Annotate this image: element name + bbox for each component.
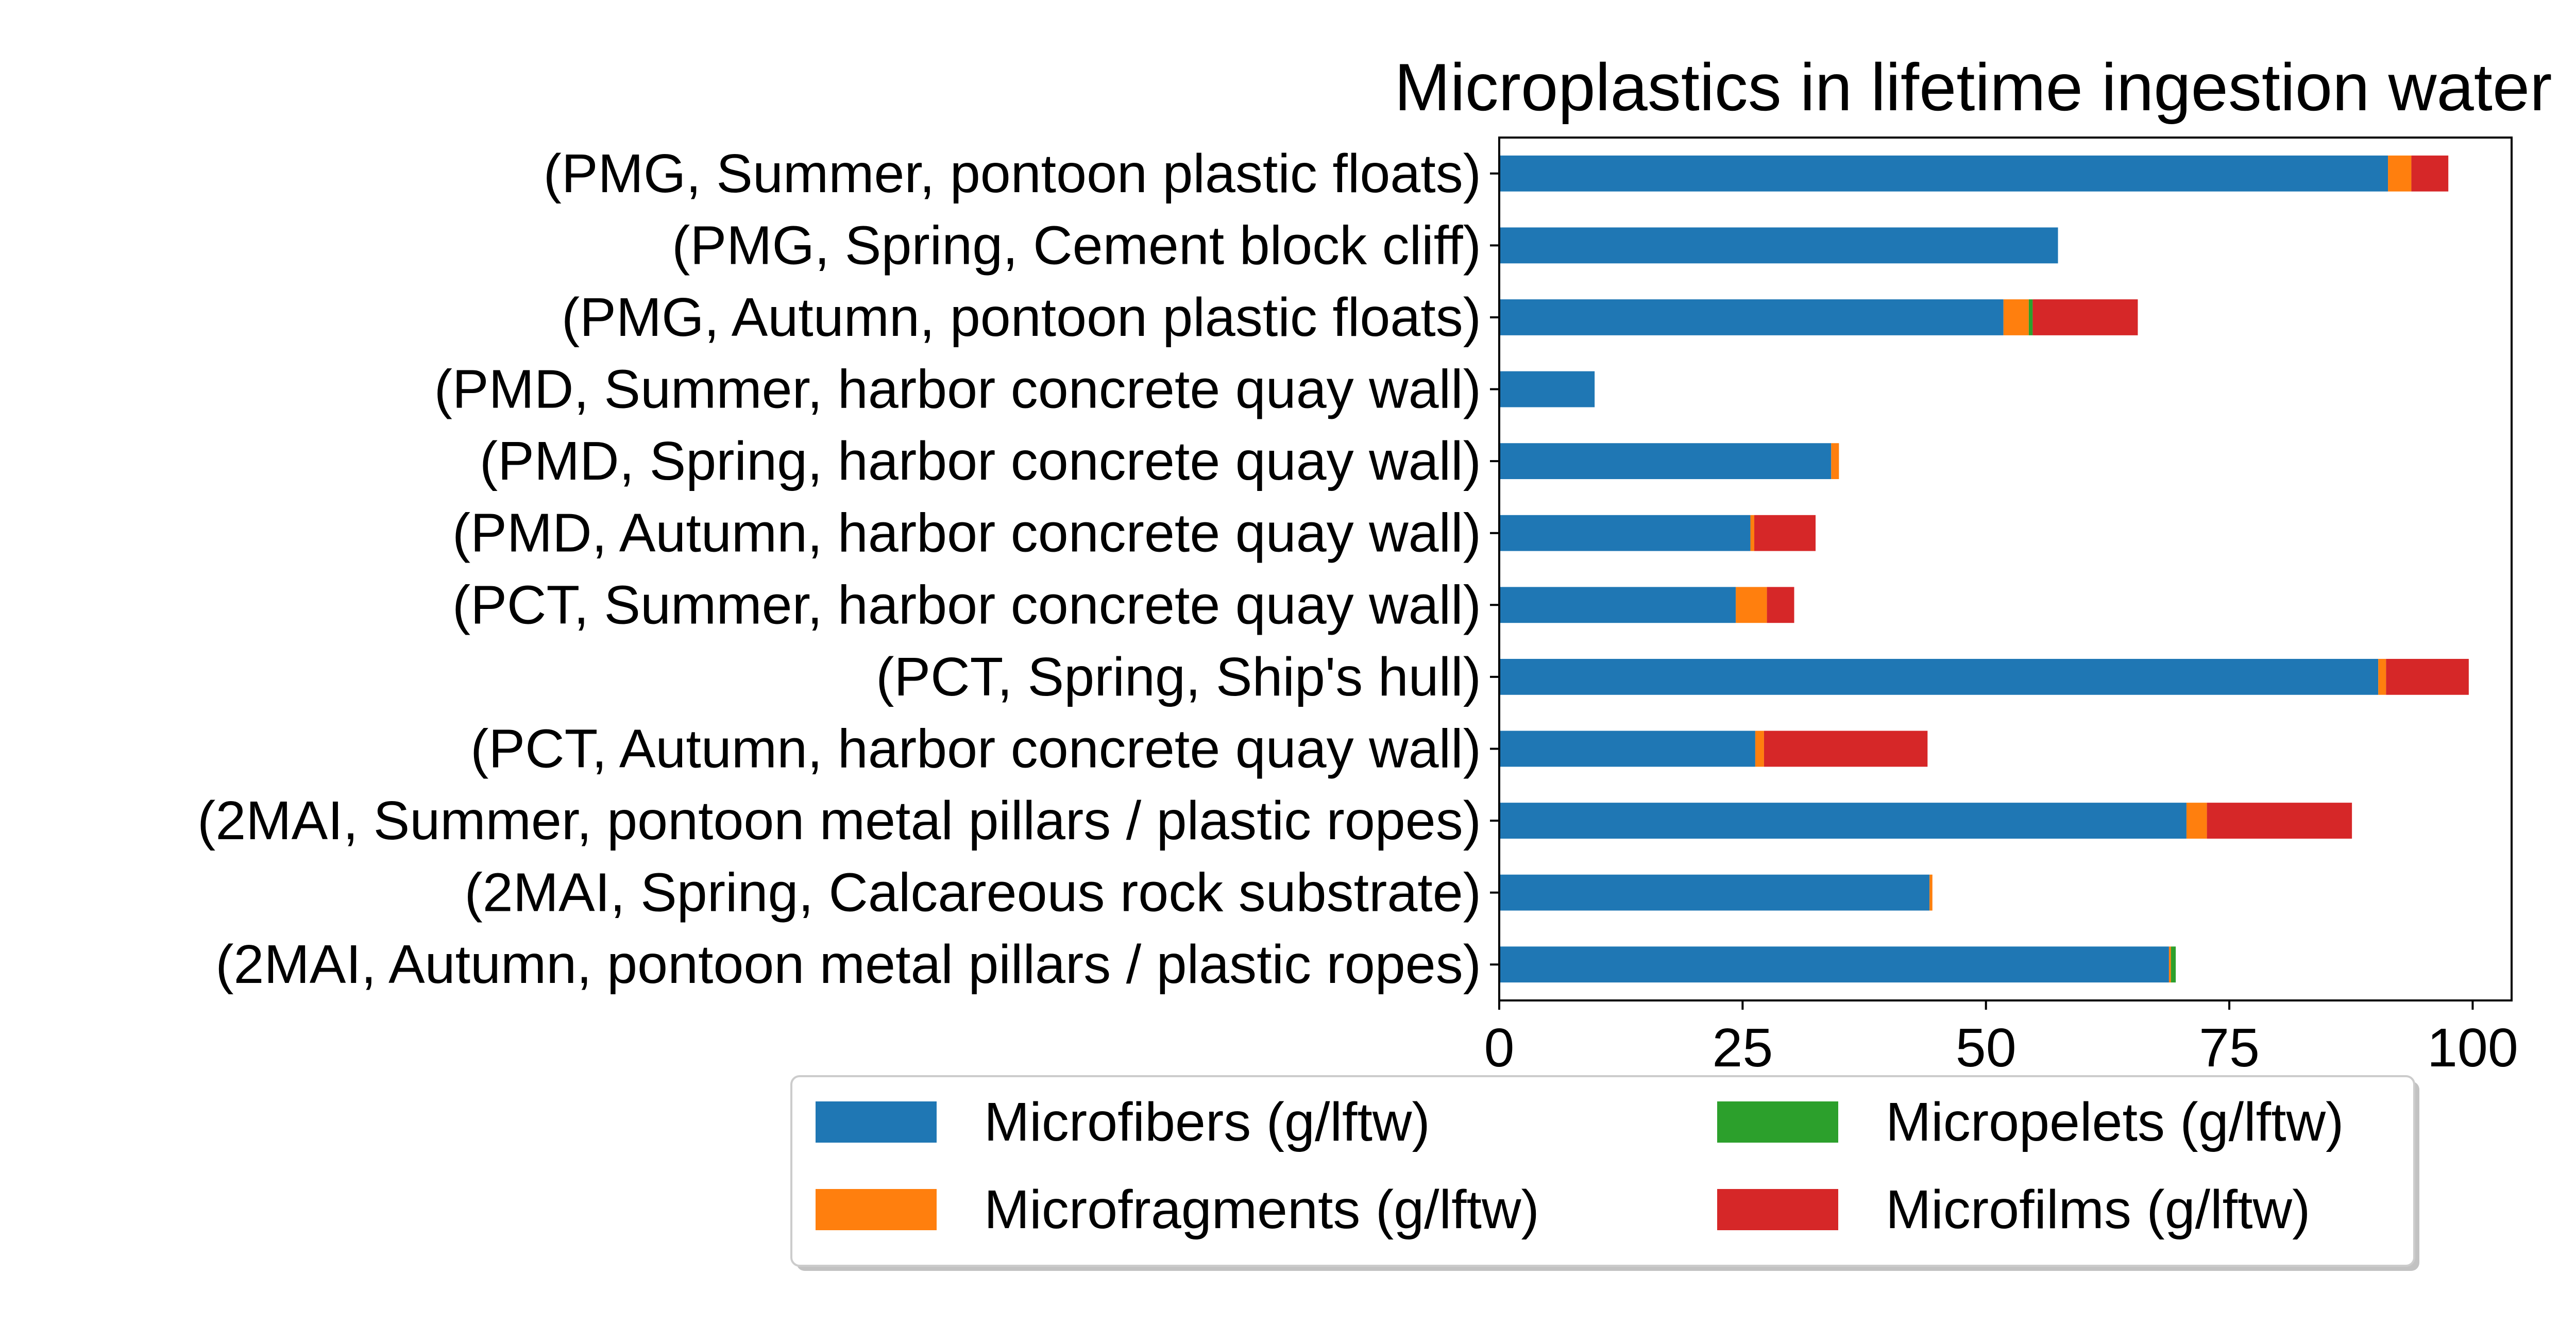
bar-segment xyxy=(1736,587,1767,623)
x-tick-label: 0 xyxy=(1484,1017,1515,1078)
y-tick-label: (2MAI, Spring, Calcareous rock substrate… xyxy=(464,862,1481,923)
y-tick-label: (PMG, Spring, Cement block cliff) xyxy=(672,215,1481,276)
y-tick-label: (PMD, Summer, harbor concrete quay wall) xyxy=(434,359,1481,420)
bar-segment xyxy=(2028,299,2033,335)
legend-swatch xyxy=(816,1189,937,1230)
bar-segment xyxy=(1499,371,1595,407)
bar-segment xyxy=(2168,946,2171,983)
y-tick-label: (PCT, Summer, harbor concrete quay wall) xyxy=(452,574,1481,635)
y-tick-label: (PMG, Summer, pontoon plastic floats) xyxy=(544,143,1481,204)
bar-segment xyxy=(1499,946,2169,983)
bar-segment xyxy=(2411,155,2449,192)
x-tick-label: 25 xyxy=(1712,1017,1773,1078)
x-tick-label: 75 xyxy=(2199,1017,2260,1078)
x-tick-label: 100 xyxy=(2427,1017,2518,1078)
bar-segment xyxy=(1764,731,1928,767)
bar-segment xyxy=(1499,874,1930,911)
bars-group xyxy=(1499,155,2469,983)
bar-segment xyxy=(1767,587,1794,623)
x-tick-label: 50 xyxy=(1956,1017,2016,1078)
y-tick-label: (2MAI, Summer, pontoon metal pillars / p… xyxy=(197,790,1481,851)
bar-segment xyxy=(1499,443,1832,480)
bar-segment xyxy=(2207,803,2352,839)
bar-segment xyxy=(1831,443,1839,480)
bar-segment xyxy=(1754,515,1816,551)
bar-segment xyxy=(1499,155,2388,192)
x-axis: 0 25 50 75 100 xyxy=(1484,1000,2518,1078)
legend-swatch xyxy=(816,1101,937,1143)
bar-segment xyxy=(1499,803,2187,839)
bar-segment xyxy=(1499,658,2379,695)
chart-title: Microplastics in lifetime ingestion wate… xyxy=(1395,49,2552,125)
legend-box xyxy=(790,1075,2415,1267)
y-tick-label: (PCT, Autumn, harbor concrete quay wall) xyxy=(470,718,1481,779)
legend-label: Microfibers (g/lftw) xyxy=(984,1092,1430,1152)
bar-segment xyxy=(2386,658,2469,695)
legend-label: Microfragments (g/lftw) xyxy=(984,1179,1539,1240)
bar-segment xyxy=(1499,587,1736,623)
bar-segment xyxy=(1750,515,1755,551)
legend-label: Micropelets (g/lftw) xyxy=(1886,1092,2344,1152)
bar-segment xyxy=(1499,227,2058,264)
plot-frame xyxy=(1498,137,2513,1001)
legend-label: Microfilms (g/lftw) xyxy=(1886,1179,2310,1240)
y-tick-label: (PMG, Autumn, pontoon plastic floats) xyxy=(562,287,1481,348)
bar-segment xyxy=(2032,299,2138,335)
y-tick-labels: (PMG, Summer, pontoon plastic floats) (PM… xyxy=(197,143,1499,995)
bar-segment xyxy=(2003,299,2029,335)
bar-segment xyxy=(1499,731,1755,767)
y-tick-label: (PMD, Autumn, harbor concrete quay wall) xyxy=(452,503,1481,564)
y-tick-label: (PCT, Spring, Ship's hull) xyxy=(876,647,1481,707)
bar-segment xyxy=(1929,874,1933,911)
y-tick-label: (PMD, Spring, harbor concrete quay wall) xyxy=(480,431,1481,491)
bar-segment xyxy=(1499,515,1751,551)
bar-segment xyxy=(2171,946,2176,983)
y-tick-label: (2MAI, Autumn, pontoon metal pillars / p… xyxy=(215,934,1481,995)
bar-segment xyxy=(2388,155,2412,192)
bar-segment xyxy=(2186,803,2207,839)
bar-segment xyxy=(1755,731,1764,767)
bar-segment xyxy=(2378,658,2386,695)
legend-swatch xyxy=(1717,1189,1838,1230)
legend-swatch xyxy=(1717,1101,1838,1143)
bar-segment xyxy=(1499,299,2004,335)
legend: Microfibers (g/lftw) Microfragments (g/lf… xyxy=(790,1075,2419,1271)
